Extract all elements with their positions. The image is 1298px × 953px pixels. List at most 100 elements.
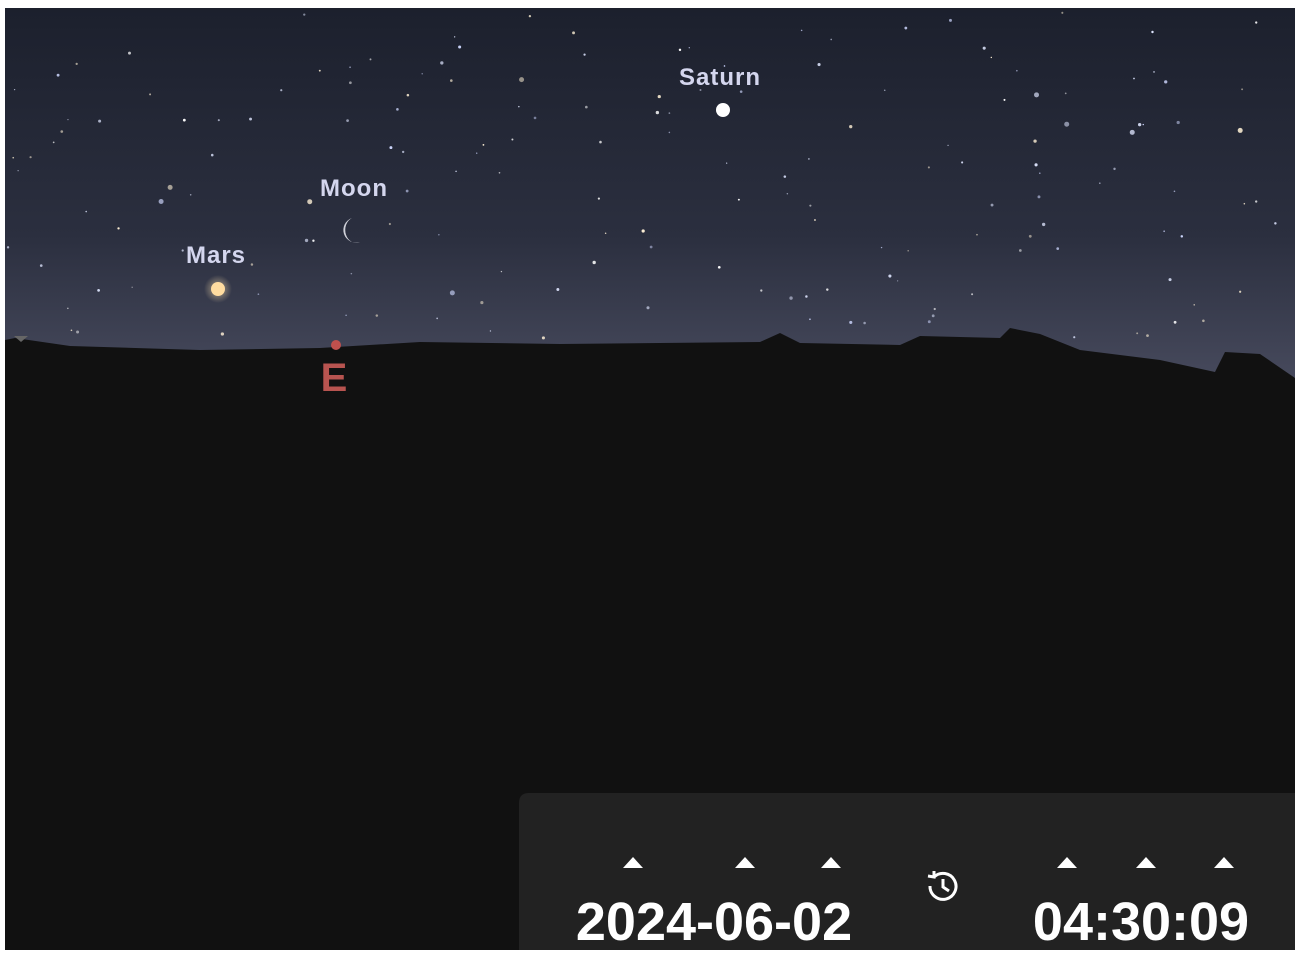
star xyxy=(1136,332,1139,335)
star xyxy=(1064,92,1067,95)
star xyxy=(280,89,283,92)
moon-label: Moon xyxy=(320,175,388,202)
star xyxy=(817,62,821,67)
star xyxy=(454,36,456,38)
increment-button[interactable] xyxy=(1057,857,1077,868)
star xyxy=(585,105,588,109)
star xyxy=(541,336,545,340)
star xyxy=(657,94,661,99)
star xyxy=(1037,195,1041,199)
star xyxy=(1064,121,1070,127)
star xyxy=(1099,182,1101,184)
star xyxy=(350,272,353,275)
star xyxy=(1176,120,1180,125)
star xyxy=(655,110,660,115)
star xyxy=(1173,190,1176,193)
star xyxy=(476,152,478,154)
star xyxy=(1151,30,1154,34)
increment-button[interactable] xyxy=(821,857,841,868)
star xyxy=(167,184,173,190)
star xyxy=(346,119,349,123)
star xyxy=(1255,21,1258,24)
star xyxy=(1168,278,1172,282)
star xyxy=(480,300,484,305)
date-display[interactable]: 2024-06-02 xyxy=(576,892,852,952)
star xyxy=(12,156,15,159)
star xyxy=(1034,163,1038,167)
star xyxy=(1202,319,1205,323)
star xyxy=(1041,222,1046,227)
star xyxy=(440,61,444,65)
star xyxy=(528,15,532,18)
star xyxy=(345,314,347,316)
star xyxy=(312,239,315,242)
star xyxy=(250,263,254,266)
star xyxy=(349,66,351,69)
star xyxy=(67,307,69,310)
star xyxy=(961,161,964,164)
star xyxy=(97,288,100,292)
star xyxy=(1056,247,1060,251)
star xyxy=(210,153,214,157)
star xyxy=(883,89,886,92)
star xyxy=(1016,69,1018,72)
time-display[interactable]: 04:30:09 xyxy=(1033,892,1249,952)
star xyxy=(60,130,64,133)
star xyxy=(1237,127,1243,133)
increment-button[interactable] xyxy=(1136,857,1156,868)
star xyxy=(933,307,936,311)
star xyxy=(1142,123,1144,126)
star xyxy=(976,233,978,236)
star xyxy=(826,288,829,291)
star xyxy=(482,143,485,146)
star xyxy=(1039,172,1041,174)
star xyxy=(450,79,453,82)
star xyxy=(217,119,220,122)
star xyxy=(849,320,853,324)
star xyxy=(489,330,492,332)
star xyxy=(904,26,908,30)
star xyxy=(128,51,131,55)
star xyxy=(1133,77,1135,80)
star xyxy=(971,293,974,296)
star xyxy=(641,229,645,233)
history-hands xyxy=(941,879,950,893)
star xyxy=(76,330,80,334)
star xyxy=(1180,235,1184,238)
star xyxy=(389,146,393,150)
star xyxy=(1173,320,1177,324)
star xyxy=(849,124,853,129)
star xyxy=(739,90,743,93)
saturn[interactable] xyxy=(716,103,730,117)
star xyxy=(678,48,682,52)
star xyxy=(668,131,671,134)
star xyxy=(880,246,883,249)
star xyxy=(158,199,164,205)
star xyxy=(220,332,225,336)
star xyxy=(649,245,653,249)
star xyxy=(182,118,186,122)
star xyxy=(29,156,32,159)
increment-button[interactable] xyxy=(735,857,755,868)
history-arrow xyxy=(927,871,936,879)
star xyxy=(927,320,931,324)
increment-button[interactable] xyxy=(1214,857,1234,868)
star xyxy=(405,189,409,193)
star xyxy=(1113,167,1116,171)
star xyxy=(181,249,184,252)
star xyxy=(800,29,803,32)
star xyxy=(897,280,899,282)
star xyxy=(1033,139,1037,143)
reset-time-button[interactable] xyxy=(927,871,958,901)
star xyxy=(990,203,994,207)
star xyxy=(949,18,952,22)
star xyxy=(699,89,702,92)
star xyxy=(717,265,721,269)
mars[interactable] xyxy=(211,282,225,296)
increment-button[interactable] xyxy=(623,857,643,868)
star xyxy=(737,198,740,201)
star xyxy=(533,116,537,120)
star xyxy=(257,293,260,296)
